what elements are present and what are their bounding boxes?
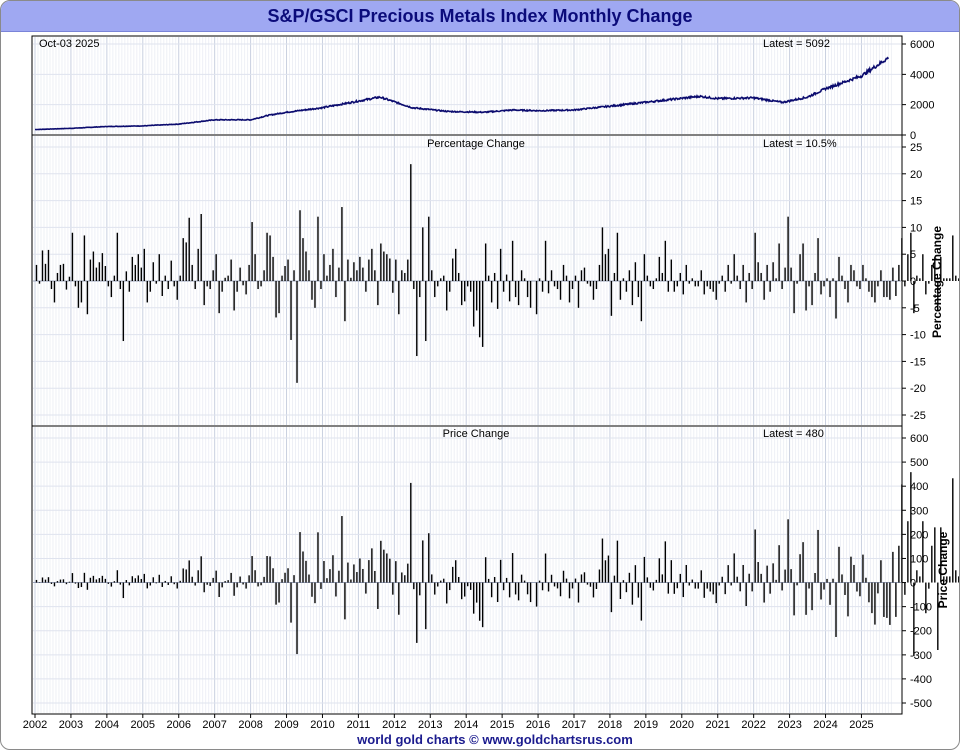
x-tick-label: 2008 [238, 719, 262, 731]
footer-credit: world gold charts © www.goldchartsrus.co… [357, 732, 633, 747]
price-panel-title: Price Change [443, 428, 510, 440]
x-tick-label: 2010 [310, 719, 334, 731]
grid-layer [33, 37, 901, 713]
y-tick-label: 0 [910, 130, 916, 142]
y-tick-label: 10 [910, 222, 922, 234]
y-tick-label: 200 [910, 529, 928, 541]
y-tick-label: -5 [910, 303, 920, 315]
y-tick-label: 400 [910, 481, 928, 493]
x-tick-label: 2025 [849, 719, 873, 731]
x-tick-label: 2021 [705, 719, 729, 731]
y-tick-label: 15 [910, 196, 922, 208]
y-tick-label: 20 [910, 169, 922, 181]
date-label: Oct-03 2025 [39, 38, 100, 50]
x-tick-label: 2007 [202, 719, 226, 731]
y-tick-label: 4000 [910, 69, 934, 81]
price-axis-label: Price Change [936, 531, 950, 608]
y-tick-label: -500 [910, 698, 932, 710]
pct-axis-label: Percentage Change [930, 226, 944, 338]
y-tick-label: 2000 [910, 100, 934, 112]
x-tick-label: 2022 [741, 719, 765, 731]
y-tick-label: -25 [910, 410, 926, 422]
y-tick-label: -20 [910, 383, 926, 395]
y-tick-label: 0 [910, 578, 916, 590]
y-tick-label: -10 [910, 330, 926, 342]
x-tick-label: 2016 [526, 719, 550, 731]
x-tick-label: 2006 [166, 719, 190, 731]
latest-price-label: Latest = 480 [763, 428, 824, 440]
label-layer: 0200040006000-25-20-15-10-50510152025-50… [23, 38, 950, 731]
y-tick-label: 100 [910, 553, 928, 565]
x-tick-label: 2015 [490, 719, 514, 731]
x-tick-label: 2011 [347, 719, 371, 731]
y-tick-label: 600 [910, 433, 928, 445]
x-tick-label: 2018 [598, 719, 622, 731]
y-tick-label: 25 [910, 142, 922, 154]
x-tick-label: 2014 [454, 719, 478, 731]
x-tick-label: 2005 [131, 719, 155, 731]
chart-title: S&P/GSCI Precious Metals Index Monthly C… [267, 6, 693, 26]
y-tick-label: -15 [910, 356, 926, 368]
panel-frame [31, 134, 903, 427]
title-bar: S&P/GSCI Precious Metals Index Monthly C… [1, 1, 959, 32]
y-tick-label: -100 [910, 602, 932, 614]
y-tick-label: 5 [910, 249, 916, 261]
index-level-line [35, 56, 890, 131]
x-tick-label: 2024 [813, 719, 837, 731]
x-tick-label: 2013 [418, 719, 442, 731]
y-tick-label: -400 [910, 674, 932, 686]
pct-panel-title: Percentage Change [427, 138, 525, 150]
x-tick-label: 2012 [382, 719, 406, 731]
y-tick-label: 300 [910, 505, 928, 517]
latest-level-label: Latest = 5092 [763, 38, 830, 50]
x-tick-label: 2019 [634, 719, 658, 731]
panel-frame [31, 425, 903, 715]
x-tick-label: 2004 [95, 719, 119, 731]
panel-frames [31, 35, 903, 715]
x-tick-label: 2017 [562, 719, 586, 731]
x-tick-label: 2003 [59, 719, 83, 731]
y-tick-label: 500 [910, 457, 928, 469]
x-tick-label: 2002 [23, 719, 47, 731]
data-layer [35, 56, 959, 657]
x-tick-label: 2023 [777, 719, 801, 731]
x-tick-label: 2009 [274, 719, 298, 731]
y-tick-label: 6000 [910, 39, 934, 51]
x-tick-label: 2020 [670, 719, 694, 731]
panel-frame [31, 35, 903, 136]
latest-pct-label: Latest = 10.5% [763, 138, 837, 150]
y-tick-label: -300 [910, 650, 932, 662]
y-tick-label: -200 [910, 626, 932, 638]
y-tick-label: 0 [910, 276, 916, 288]
